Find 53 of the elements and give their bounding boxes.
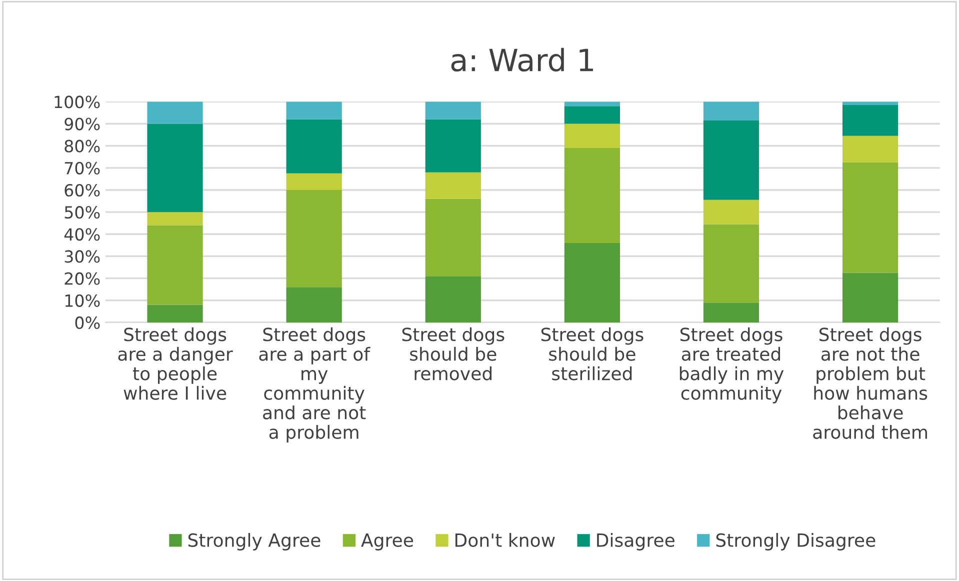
x-tick-label: Street dogs are treated badly in my community bbox=[680, 327, 784, 404]
bar bbox=[703, 120, 760, 200]
y-tick-label: 50% bbox=[64, 206, 100, 219]
bar bbox=[842, 104, 898, 136]
bar bbox=[842, 162, 898, 273]
x-tick-label: Street dogs are a part of my community and are not a problem bbox=[259, 327, 370, 442]
y-tick-label: 80% bbox=[64, 140, 100, 152]
bar bbox=[703, 224, 760, 303]
bar bbox=[286, 173, 342, 190]
bar bbox=[703, 302, 760, 322]
x-tick-label: Street dogs should be removed bbox=[402, 327, 504, 380]
y-tick-label: 90% bbox=[64, 118, 100, 130]
bar bbox=[564, 124, 620, 148]
bar bbox=[425, 119, 481, 172]
x-tick-label: Street dogs are not the problem but how humans behave around them bbox=[813, 327, 928, 439]
bar bbox=[842, 102, 898, 105]
bar bbox=[703, 102, 760, 120]
bar bbox=[425, 172, 481, 199]
bar bbox=[286, 287, 342, 322]
bar bbox=[286, 190, 342, 288]
bar bbox=[286, 119, 342, 174]
chart-title: a: Ward 1 bbox=[451, 48, 593, 72]
legend-label: Strongly Disagree bbox=[716, 532, 876, 550]
bar bbox=[564, 148, 620, 243]
bar bbox=[425, 198, 481, 276]
legend-label: Don't know bbox=[455, 532, 555, 547]
bar bbox=[564, 106, 620, 124]
y-tick-label: 10% bbox=[65, 294, 100, 307]
bar bbox=[147, 212, 203, 226]
bar bbox=[842, 272, 898, 322]
bar bbox=[147, 102, 203, 124]
y-tick-label: 20% bbox=[64, 272, 100, 285]
y-tick-label: 100% bbox=[54, 96, 100, 108]
x-tick-label: Street dogs are a danger to people where I live bbox=[118, 327, 233, 400]
bar bbox=[842, 136, 898, 162]
bar bbox=[147, 225, 203, 305]
legend-label: Agree bbox=[361, 534, 414, 550]
y-tick-label: 60% bbox=[64, 184, 100, 197]
bar bbox=[425, 102, 481, 120]
bar bbox=[564, 242, 620, 322]
bar bbox=[703, 200, 760, 224]
bar bbox=[147, 124, 203, 212]
y-tick-label: 70% bbox=[64, 162, 100, 174]
x-tick-label: Street dogs should be sterilized bbox=[541, 327, 644, 380]
y-tick-label: 30% bbox=[64, 250, 100, 263]
bar bbox=[147, 304, 203, 322]
bar bbox=[564, 102, 620, 106]
legend-label: Disagree bbox=[597, 532, 674, 550]
y-tick-label: 0% bbox=[75, 316, 100, 330]
y-tick-label: 40% bbox=[64, 228, 100, 241]
legend-label: Strongly Agree bbox=[188, 532, 320, 550]
bar bbox=[286, 102, 342, 120]
bar bbox=[425, 276, 481, 322]
